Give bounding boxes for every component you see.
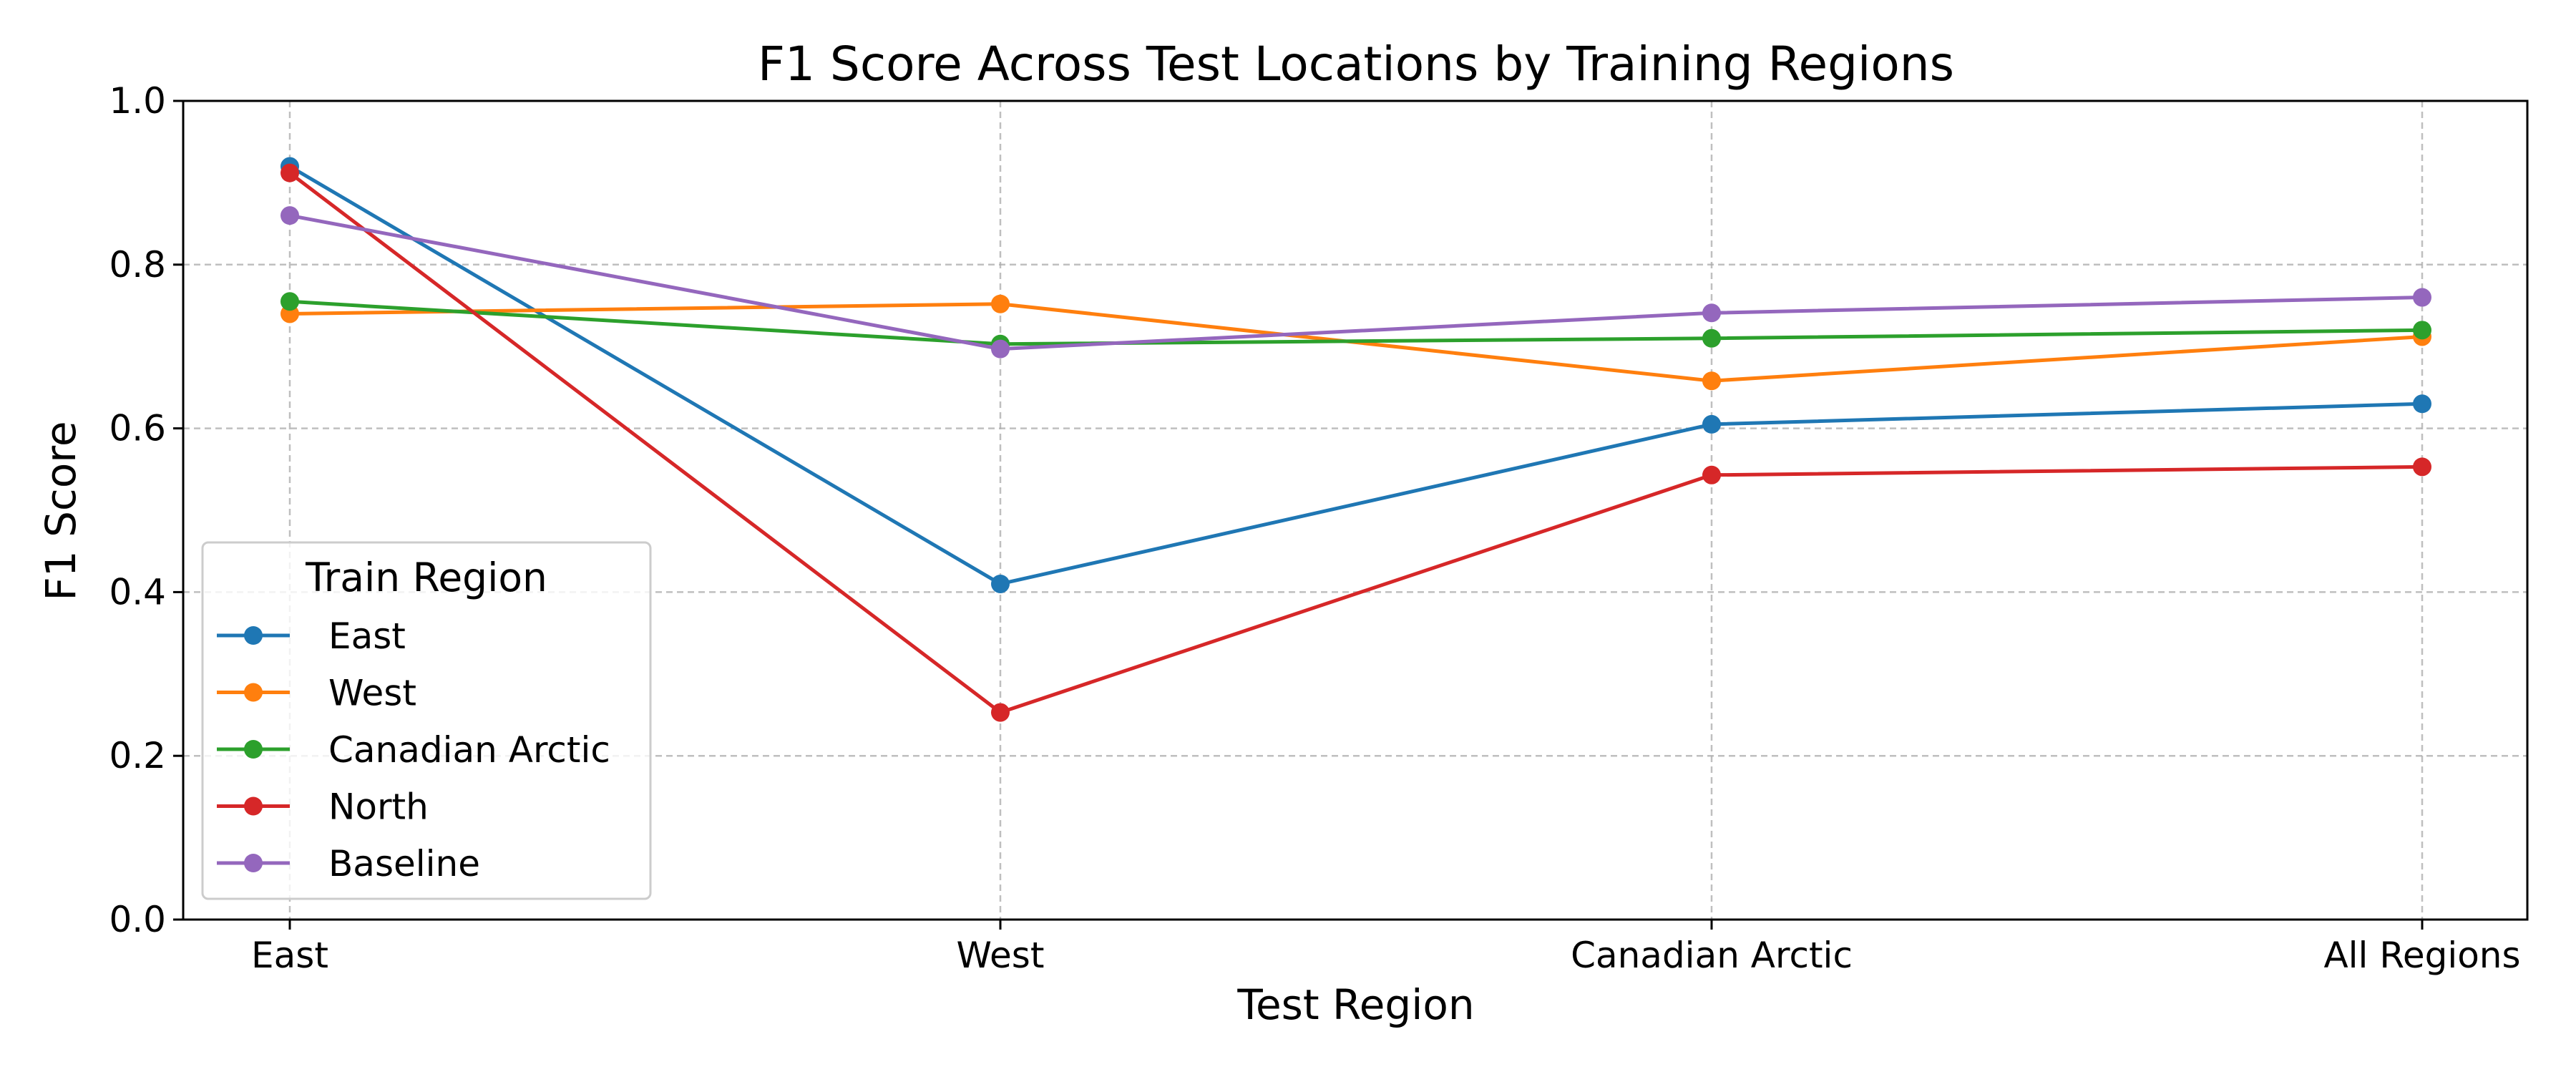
- y-tick-label: 0.6: [109, 408, 166, 449]
- legend-items: East West Canadian Arctic North Baseline: [217, 615, 610, 884]
- legend-marker: [244, 796, 263, 816]
- x-axis: East West Canadian Arctic All Regions: [251, 920, 2521, 976]
- series-baseline: [280, 206, 2431, 359]
- legend-title: Train Region: [305, 555, 547, 600]
- legend-marker: [244, 626, 263, 645]
- data-point: [991, 703, 1010, 722]
- series-east: [280, 157, 2431, 593]
- y-axis: 0.0 0.2 0.4 0.6 0.8 1.0: [109, 80, 183, 940]
- y-tick-label: 0.2: [109, 735, 166, 776]
- y-tick-label: 0.8: [109, 244, 166, 286]
- legend-label: East: [328, 615, 406, 657]
- data-point: [2413, 321, 2431, 340]
- y-tick-label: 0.0: [109, 899, 166, 940]
- legend-label: Baseline: [328, 843, 480, 884]
- data-point: [280, 206, 299, 225]
- series-north: [280, 163, 2431, 722]
- legend-box: [201, 541, 652, 900]
- legend-item: Canadian Arctic: [217, 729, 610, 771]
- axes-frame: [182, 99, 2529, 921]
- data-point: [1702, 303, 1721, 323]
- data-point: [991, 574, 1010, 593]
- legend-item: West: [217, 673, 416, 714]
- x-tick-label: West: [957, 935, 1045, 976]
- series-line: [288, 213, 2424, 351]
- series-line: [288, 299, 2424, 346]
- legend-item: East: [217, 615, 406, 657]
- legend-label: North: [328, 786, 429, 828]
- data-point: [2413, 457, 2431, 477]
- y-tick-label: 1.0: [109, 80, 166, 122]
- legend-item: North: [217, 786, 429, 828]
- x-tick-label: All Regions: [2323, 935, 2520, 976]
- data-point: [2413, 394, 2431, 414]
- y-tick-label: 0.4: [109, 571, 166, 613]
- x-tick-label: Canadian Arctic: [1571, 935, 1853, 976]
- legend-marker: [244, 683, 263, 702]
- data-point: [280, 292, 299, 311]
- x-axis-label: Test Region: [1236, 980, 1474, 1029]
- data-point: [991, 339, 1010, 359]
- legend-marker: [244, 854, 263, 872]
- series-line: [288, 171, 2424, 715]
- data-point: [1702, 414, 1721, 434]
- legend-label: West: [328, 673, 416, 714]
- data-point: [280, 163, 299, 182]
- y-axis-label: F1 Score: [36, 421, 85, 600]
- data-point: [1702, 371, 1721, 391]
- legend-marker: [244, 740, 263, 759]
- legend-item: Baseline: [217, 843, 480, 884]
- data-point: [1702, 328, 1721, 348]
- series-layer: [280, 157, 2431, 722]
- data-point: [2413, 288, 2431, 307]
- series-line: [288, 165, 2424, 586]
- chart-title: F1 Score Across Test Locations by Traini…: [758, 36, 1954, 92]
- legend-label: Canadian Arctic: [328, 729, 610, 771]
- x-tick-label: East: [251, 935, 328, 976]
- data-point: [1702, 465, 1721, 484]
- data-point: [991, 294, 1010, 313]
- legend: Train Region East West Canadian Arctic Nort…: [201, 541, 652, 900]
